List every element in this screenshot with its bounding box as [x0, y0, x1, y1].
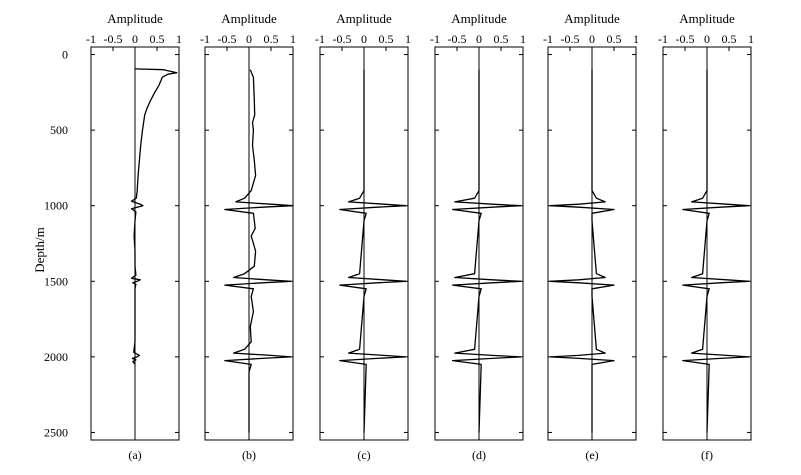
- x-tick-label: -0.5: [676, 32, 695, 46]
- x-tick-label: 0.5: [379, 32, 394, 46]
- panel-f: -1 -0.5 0 0.5 1 Amplitude (f): [658, 11, 754, 462]
- panel-b: -1 -0.5 0 0.5 1 Amplitude (b): [200, 11, 296, 462]
- x-tick-label: -1: [658, 32, 668, 46]
- x-tick-label: -0.5: [218, 32, 237, 46]
- amplitude-trace: [130, 68, 178, 365]
- panel-label: (f): [701, 448, 713, 462]
- x-tick-label: 0.5: [494, 32, 509, 46]
- panel-c: -1 -0.5 0 0.5 1 Amplitude (c): [315, 11, 411, 462]
- x-tick-label: 0.5: [722, 32, 737, 46]
- x-tick-label: -1: [543, 32, 553, 46]
- amplitude-trace: [224, 69, 294, 433]
- y-axis-title: Depth/m: [32, 227, 47, 273]
- x-tick-label: 0.5: [607, 32, 622, 46]
- x-tick-label: -0.5: [448, 32, 467, 46]
- y-tick-label: 1000: [44, 199, 68, 213]
- x-tick-label: -1: [86, 32, 96, 46]
- amplitude-trace: [549, 69, 615, 433]
- x-tick-label: 0.5: [150, 32, 165, 46]
- panel-label: (d): [472, 448, 486, 462]
- x-tick-label: 1: [290, 32, 296, 46]
- x-tick-label: 1: [176, 32, 182, 46]
- amplitude-trace: [682, 69, 750, 433]
- x-tick-label: -0.5: [561, 32, 580, 46]
- depth-axis: 0 500 1000 1500 2000 2500: [44, 48, 68, 440]
- x-tick-label: 0: [132, 32, 138, 46]
- x-tick-label: 1: [633, 32, 639, 46]
- panel-label: (e): [585, 448, 598, 462]
- x-axis-title: Amplitude: [679, 11, 735, 26]
- x-tick-label: 0: [361, 32, 367, 46]
- x-tick-label: 0: [476, 32, 482, 46]
- x-tick-label: 1: [748, 32, 754, 46]
- y-tick-label: 0: [62, 48, 68, 62]
- x-axis-title: Amplitude: [107, 11, 163, 26]
- x-tick-label: 1: [520, 32, 526, 46]
- y-tick-label: 500: [50, 123, 68, 137]
- panel-label: (a): [128, 448, 141, 462]
- panels: -1 -0.5 0 0.5 1 Amplitude (a) -1 -0.5 0 0.5 1 Amplit…: [86, 11, 754, 462]
- amplitude-trace: [339, 69, 407, 433]
- x-tick-label: 0: [704, 32, 710, 46]
- x-tick-label: -0.5: [104, 32, 123, 46]
- x-axis-title: Amplitude: [564, 11, 620, 26]
- y-tick-label: 1500: [44, 274, 68, 288]
- y-tick-label: 2500: [44, 425, 68, 439]
- panel-label: (c): [357, 448, 370, 462]
- x-tick-label: -1: [430, 32, 440, 46]
- panel-d: -1 -0.5 0 0.5 1 Amplitude (d): [430, 11, 526, 462]
- y-tick-label: 2000: [44, 350, 68, 364]
- panel-label: (b): [242, 448, 256, 462]
- x-tick-label: 0: [589, 32, 595, 46]
- x-tick-label: -1: [200, 32, 210, 46]
- amplitude-trace: [451, 69, 522, 433]
- x-tick-label: -1: [315, 32, 325, 46]
- x-tick-label: 1: [405, 32, 411, 46]
- panel-e: -1 -0.5 0 0.5 1 Amplitude (e): [543, 11, 639, 462]
- x-axis-title: Amplitude: [336, 11, 392, 26]
- x-tick-label: 0: [246, 32, 252, 46]
- x-axis-title: Amplitude: [451, 11, 507, 26]
- x-tick-label: 0.5: [264, 32, 279, 46]
- x-axis-title: Amplitude: [221, 11, 277, 26]
- panel-a: -1 -0.5 0 0.5 1 Amplitude (a): [86, 11, 182, 462]
- x-tick-label: -0.5: [333, 32, 352, 46]
